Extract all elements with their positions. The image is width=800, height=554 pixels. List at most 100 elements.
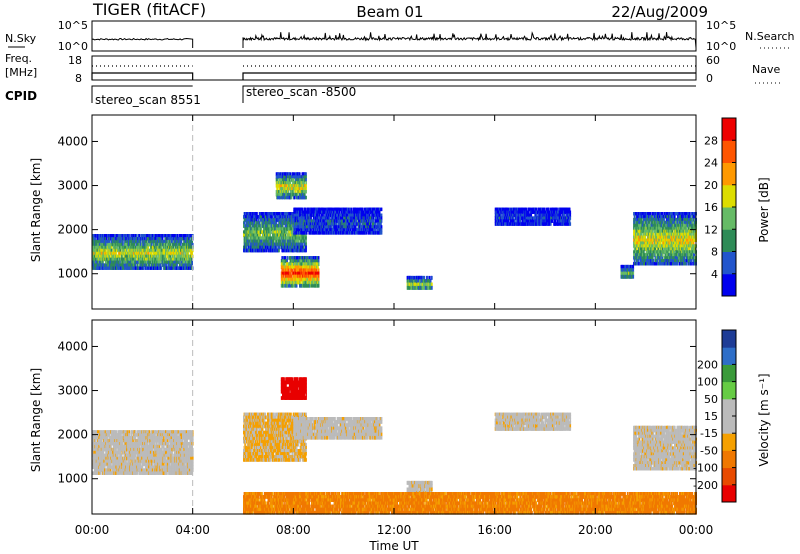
echo-cell — [284, 233, 287, 238]
echo-cell — [165, 257, 168, 262]
echo-cell — [509, 207, 511, 212]
echo-cell — [180, 234, 183, 238]
echo-cell — [303, 219, 305, 223]
echo-cell — [305, 280, 308, 285]
echo-cell — [271, 224, 274, 228]
echo-cell — [304, 213, 306, 217]
echo-cell — [173, 260, 175, 264]
echo-cell — [163, 248, 166, 253]
echo-cell — [122, 234, 125, 238]
echo-cell — [335, 216, 338, 220]
echo-cell — [363, 207, 366, 212]
echo-cell — [171, 266, 173, 270]
echo-cell — [500, 213, 502, 217]
echo-cell — [375, 231, 377, 235]
echo-cell — [276, 215, 278, 219]
echo-cell — [345, 231, 348, 235]
echo-cell — [187, 234, 190, 238]
echo-cell — [132, 251, 135, 256]
echo-cell — [171, 257, 174, 262]
echo-cell — [305, 233, 307, 238]
echo-cell — [510, 207, 512, 212]
freq-unit: [MHz] — [5, 66, 37, 79]
echo-cell — [187, 251, 190, 256]
echo-cell — [176, 251, 179, 256]
echo-cell — [280, 224, 282, 228]
echo-cell — [285, 236, 288, 241]
echo-cell — [309, 277, 312, 282]
echo-cell — [299, 248, 302, 253]
echo-cell — [92, 239, 95, 244]
echo-cell — [291, 212, 293, 216]
echo-cell — [314, 222, 316, 226]
echo-cell — [255, 224, 257, 228]
echo-cell — [256, 233, 259, 238]
echo-cell — [353, 213, 356, 217]
echo-cell — [282, 190, 285, 194]
echo-cell — [153, 251, 155, 256]
echo-cell — [269, 230, 271, 234]
echo-cell — [355, 231, 358, 235]
echo-cell — [327, 219, 329, 223]
noise-panel: N.Sky 10^5 10^0 10^5 10^0 N.Search — [5, 19, 795, 53]
echo-cell — [262, 215, 265, 219]
echo-cell — [124, 239, 127, 244]
echo-cell — [374, 228, 377, 232]
echo-cell — [314, 231, 317, 235]
echo-cell — [297, 239, 300, 244]
echo-cell — [317, 268, 320, 273]
echo-cell — [153, 263, 156, 267]
echo-cell — [319, 207, 321, 212]
echo-cell — [111, 242, 114, 247]
echo-cell — [143, 266, 145, 270]
echo-cell — [285, 268, 288, 273]
echo-cell — [300, 242, 302, 247]
echo-cell — [103, 266, 105, 270]
echo-cell — [280, 184, 283, 188]
echo-cell — [101, 239, 103, 244]
echo-cell — [414, 279, 416, 284]
echo-cell — [370, 225, 372, 229]
echo-cell — [524, 210, 526, 214]
echo-cell — [304, 207, 307, 212]
echo-cell — [279, 195, 282, 200]
echo-cell — [287, 184, 289, 188]
echo-cell — [148, 242, 151, 247]
echo-cell — [530, 207, 533, 212]
noise-left-tick-bottom: 10^0 — [58, 40, 88, 53]
echo-cell — [185, 245, 188, 250]
echo-cell — [109, 239, 111, 244]
echo-cell — [183, 257, 186, 262]
echo-cell — [286, 265, 288, 270]
echo-cell — [298, 184, 300, 188]
echo-cell — [293, 231, 295, 235]
echo-cell — [283, 259, 285, 263]
echo-cell — [295, 271, 297, 276]
echo-cell — [273, 224, 275, 228]
echo-cell — [378, 210, 381, 214]
echo-cell — [122, 239, 124, 244]
echo-cell — [177, 248, 180, 253]
echo-cell — [261, 236, 263, 241]
echo-cell — [265, 224, 268, 228]
echo-cell — [302, 242, 304, 247]
echo-cell — [157, 257, 159, 262]
echo-cell — [132, 234, 134, 238]
echo-cell — [149, 239, 152, 244]
echo-cell — [305, 178, 307, 182]
echo-cell — [288, 192, 290, 197]
echo-cell — [121, 234, 124, 238]
echo-cell — [262, 236, 265, 241]
echo-cell — [126, 251, 128, 256]
echo-cell — [159, 237, 161, 241]
echo-cell — [100, 260, 102, 264]
echo-cell — [189, 263, 192, 267]
echo-cell — [106, 266, 109, 270]
echo-cell — [270, 221, 273, 225]
echo-cell — [108, 266, 110, 270]
echo-cell — [183, 242, 185, 247]
echo-cell — [133, 254, 136, 259]
echo-cell — [92, 260, 94, 264]
echo-cell — [137, 248, 139, 253]
echo-cell — [377, 228, 380, 232]
